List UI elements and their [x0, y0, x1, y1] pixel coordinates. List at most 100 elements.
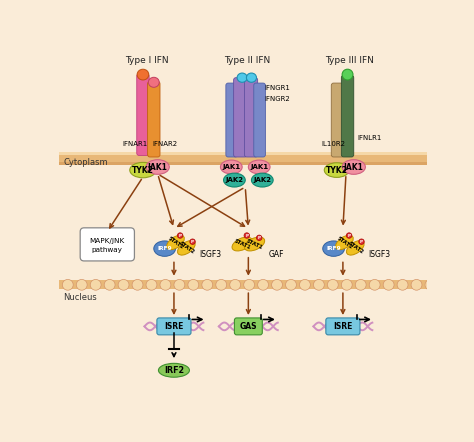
FancyBboxPatch shape	[245, 78, 258, 157]
FancyBboxPatch shape	[235, 318, 262, 335]
Text: STAT1: STAT1	[246, 238, 264, 250]
FancyBboxPatch shape	[326, 318, 360, 335]
Ellipse shape	[300, 279, 310, 290]
Text: STAT2: STAT2	[346, 241, 364, 255]
Text: ISGF3: ISGF3	[368, 250, 391, 259]
Ellipse shape	[224, 173, 245, 187]
Ellipse shape	[118, 279, 129, 290]
Ellipse shape	[251, 173, 273, 187]
Text: IL10R2: IL10R2	[321, 141, 346, 147]
Ellipse shape	[369, 279, 380, 290]
Bar	[59, 280, 427, 290]
Text: ISRE: ISRE	[164, 322, 183, 331]
Ellipse shape	[220, 160, 242, 174]
Text: JAK1: JAK1	[222, 164, 240, 170]
Text: IFNAR1: IFNAR1	[123, 141, 148, 147]
Text: IRF9: IRF9	[157, 246, 172, 251]
Ellipse shape	[323, 241, 345, 256]
Ellipse shape	[341, 279, 352, 290]
Ellipse shape	[178, 240, 195, 255]
FancyBboxPatch shape	[234, 78, 247, 157]
Text: IFNAR2: IFNAR2	[152, 141, 177, 147]
Text: IRF9: IRF9	[326, 246, 341, 251]
Ellipse shape	[130, 162, 156, 178]
Text: JAK2: JAK2	[226, 177, 244, 183]
Bar	[59, 152, 427, 165]
Ellipse shape	[346, 233, 352, 238]
Ellipse shape	[256, 235, 262, 240]
Ellipse shape	[90, 279, 101, 290]
Ellipse shape	[346, 240, 364, 255]
Ellipse shape	[137, 69, 149, 80]
Text: STAT2: STAT2	[178, 241, 195, 255]
Text: P: P	[179, 233, 182, 237]
Text: JAK1: JAK1	[148, 163, 168, 171]
Text: P: P	[191, 240, 194, 244]
FancyBboxPatch shape	[341, 76, 354, 157]
FancyBboxPatch shape	[147, 81, 160, 157]
Ellipse shape	[237, 73, 247, 82]
Ellipse shape	[76, 279, 87, 290]
Text: JAK1: JAK1	[250, 164, 268, 170]
Text: Nucleus: Nucleus	[63, 293, 97, 301]
Ellipse shape	[258, 279, 268, 290]
Bar	[59, 162, 427, 165]
Ellipse shape	[245, 237, 264, 251]
Ellipse shape	[246, 73, 256, 82]
Ellipse shape	[342, 160, 365, 174]
Ellipse shape	[272, 279, 283, 290]
Ellipse shape	[190, 239, 195, 244]
FancyBboxPatch shape	[137, 74, 149, 156]
Text: TYK2: TYK2	[326, 166, 347, 175]
Ellipse shape	[230, 279, 241, 290]
FancyBboxPatch shape	[80, 228, 135, 261]
Text: GAF: GAF	[268, 250, 284, 259]
Text: P: P	[360, 240, 363, 244]
Text: IFNGR2: IFNGR2	[264, 96, 291, 102]
Ellipse shape	[342, 69, 353, 80]
Ellipse shape	[356, 279, 366, 290]
Ellipse shape	[232, 237, 252, 251]
Text: IFNLR1: IFNLR1	[357, 135, 382, 141]
Text: JAK2: JAK2	[253, 177, 271, 183]
Text: IRF2: IRF2	[164, 366, 184, 375]
Ellipse shape	[177, 233, 183, 238]
FancyBboxPatch shape	[157, 318, 191, 335]
Text: STAT1: STAT1	[233, 238, 251, 250]
Ellipse shape	[160, 279, 171, 290]
Ellipse shape	[425, 279, 436, 290]
Bar	[59, 152, 427, 156]
Ellipse shape	[167, 235, 184, 250]
Ellipse shape	[383, 279, 394, 290]
Text: pathway: pathway	[92, 247, 123, 253]
Ellipse shape	[174, 279, 185, 290]
Text: STAT1: STAT1	[336, 235, 353, 250]
Text: Type III IFN: Type III IFN	[326, 56, 374, 65]
Ellipse shape	[202, 279, 213, 290]
Text: STAT1: STAT1	[167, 235, 184, 250]
Text: TYK2: TYK2	[132, 166, 154, 175]
Text: IFNGR1: IFNGR1	[264, 85, 291, 91]
FancyBboxPatch shape	[331, 83, 344, 157]
Ellipse shape	[411, 279, 422, 290]
Ellipse shape	[146, 160, 169, 174]
Ellipse shape	[248, 160, 270, 174]
Ellipse shape	[336, 235, 353, 250]
Ellipse shape	[158, 363, 190, 377]
Ellipse shape	[244, 233, 249, 238]
Ellipse shape	[313, 279, 324, 290]
Text: GAS: GAS	[239, 322, 257, 331]
Text: ISGF3: ISGF3	[200, 250, 222, 259]
Ellipse shape	[328, 279, 338, 290]
Ellipse shape	[132, 279, 143, 290]
Ellipse shape	[146, 279, 157, 290]
Text: P: P	[258, 236, 261, 240]
Text: P: P	[246, 233, 248, 237]
Text: Type I IFN: Type I IFN	[125, 56, 169, 65]
Text: P: P	[347, 233, 351, 237]
Ellipse shape	[63, 279, 73, 290]
Ellipse shape	[216, 279, 227, 290]
Text: JAK1: JAK1	[344, 163, 364, 171]
Ellipse shape	[154, 241, 175, 256]
Ellipse shape	[188, 279, 199, 290]
